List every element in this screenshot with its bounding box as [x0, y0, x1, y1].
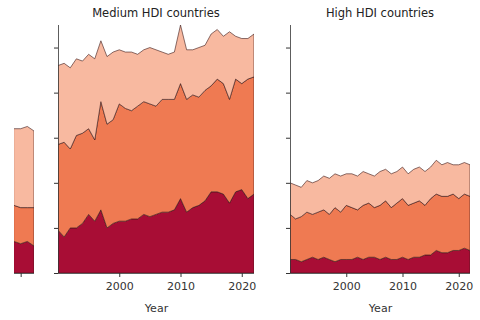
svg-text:2010: 2010	[167, 280, 195, 293]
html-text:High HDI countries: High HDI countries	[326, 6, 434, 20]
svg-text:2020: 2020	[445, 280, 473, 293]
svg-text:2000: 2000	[333, 280, 361, 293]
html-text:Medium HDI countries: Medium HDI countries	[92, 6, 220, 20]
svg-text:2010: 2010	[389, 280, 417, 293]
svg-text:Year: Year	[144, 302, 169, 315]
svg-text:2000: 2000	[106, 280, 134, 293]
svg-text:Year: Year	[368, 302, 393, 315]
svg-text:2020: 2020	[228, 280, 256, 293]
